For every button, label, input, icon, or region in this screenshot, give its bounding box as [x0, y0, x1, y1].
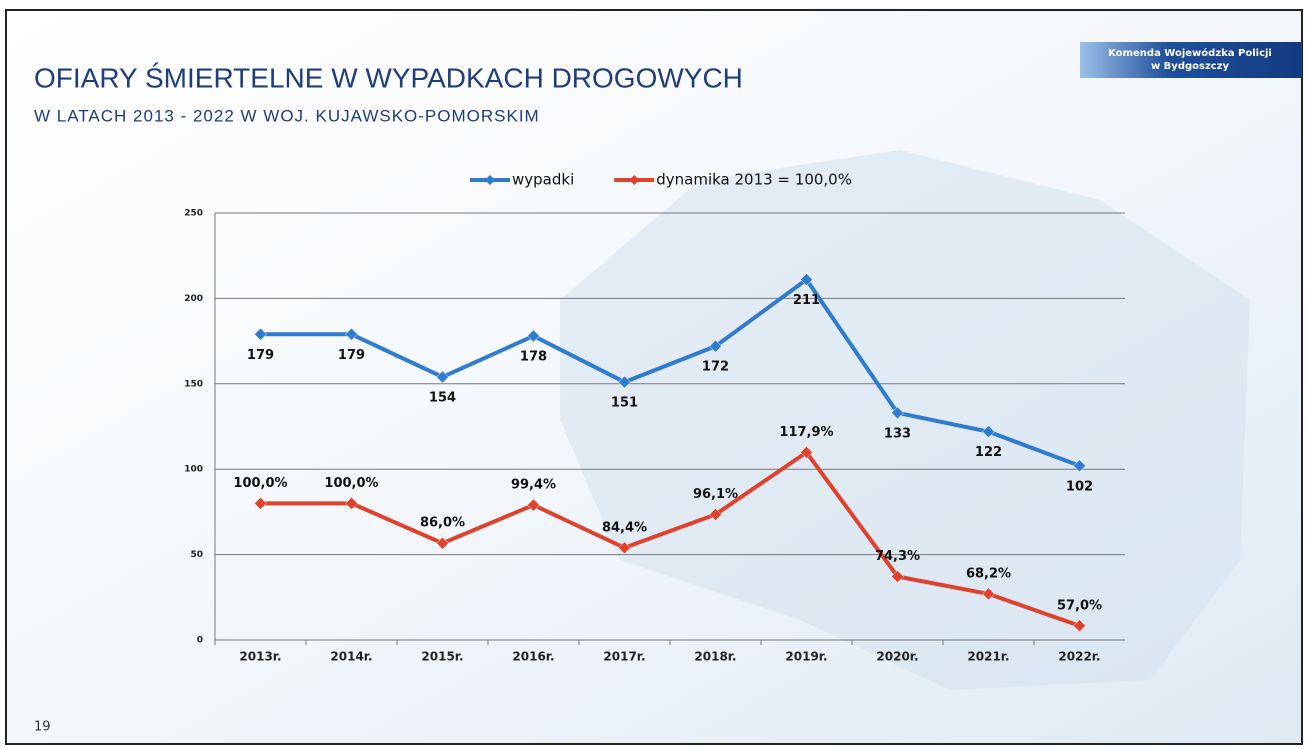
point: [891, 570, 904, 583]
data-label: 84,4%: [602, 520, 647, 535]
data-label: 100,0%: [324, 476, 378, 491]
legend-marker: [485, 175, 495, 185]
series-line: [260, 449, 1081, 628]
series-line: [260, 276, 1081, 468]
data-label: 154: [429, 390, 456, 405]
title: OFIARY ŚMIERTELNE W WYPADKACH DROGOWYCH: [34, 61, 743, 93]
data-label: 74,3%: [875, 549, 920, 564]
data-label: 151: [611, 396, 638, 411]
data-label: 133: [884, 426, 911, 441]
point: [1073, 619, 1086, 633]
legend-label: dynamika 2013 = 100,0%: [656, 171, 852, 189]
data-label: 122: [975, 445, 1002, 460]
logo-banner: [1080, 42, 1302, 78]
logo-text: w Bydgoszczy: [1151, 61, 1230, 72]
point: [254, 327, 267, 341]
y-tick-label: 150: [184, 379, 203, 389]
data-label: 100,0%: [233, 476, 287, 491]
subtitle: W LATACH 2013 - 2022 W WOJ. KUJAWSKO-POM…: [34, 106, 540, 125]
point: [982, 425, 995, 438]
point: [345, 327, 358, 341]
point: [436, 370, 449, 384]
point: [436, 536, 449, 550]
data-label: 172: [702, 360, 729, 375]
logo-text: Komenda Wojewódzka Policji: [1108, 47, 1272, 59]
legend-marker: [629, 175, 640, 185]
y-tick-label: 100: [184, 465, 203, 475]
x-tick-label: 2017r.: [603, 650, 645, 664]
y-tick-label: 250: [184, 209, 203, 219]
legend-label: wypadki: [512, 171, 574, 189]
data-label: 179: [338, 348, 365, 363]
y-tick-label: 0: [197, 636, 203, 646]
point: [527, 329, 540, 343]
point: [254, 497, 267, 510]
x-tick-label: 2013r.: [239, 650, 281, 664]
point: [618, 375, 631, 389]
point: [891, 406, 904, 420]
data-label: 57,0%: [1057, 598, 1102, 613]
y-tick-label: 200: [184, 294, 203, 304]
data-label: 178: [520, 349, 547, 364]
data-label: 68,2%: [966, 566, 1011, 581]
data-label: 179: [247, 348, 274, 363]
chart: 0 50 100 150 200 250 2013r. 2014r. 2015r. 2016r. 2…: [184, 171, 1125, 664]
data-label: 99,4%: [511, 478, 556, 493]
y-tick-label: 50: [190, 550, 203, 560]
x-tick-label: 2016r.: [512, 650, 554, 664]
point: [709, 339, 722, 353]
x-tick-label: 2022r.: [1058, 650, 1100, 664]
x-tick-label: 2014r.: [330, 650, 372, 664]
data-label: 102: [1066, 479, 1093, 494]
point: [709, 508, 722, 521]
point: [800, 273, 813, 286]
point: [618, 541, 631, 555]
x-tick-label: 2021r.: [967, 650, 1009, 664]
point: [527, 498, 540, 512]
data-label: 86,0%: [420, 516, 465, 531]
x-tick-label: 2019r.: [785, 650, 827, 664]
data-label: 96,1%: [693, 487, 738, 502]
x-tick-label: 2020r.: [876, 650, 918, 664]
point: [982, 587, 995, 601]
x-tick-label: 2018r.: [694, 650, 736, 664]
data-label: 117,9%: [779, 425, 833, 440]
point: [800, 446, 813, 459]
point: [1073, 459, 1086, 473]
data-label: 211: [793, 293, 820, 308]
x-tick-label: 2015r.: [421, 650, 463, 664]
point: [345, 497, 358, 510]
page-number: 19: [34, 720, 51, 735]
